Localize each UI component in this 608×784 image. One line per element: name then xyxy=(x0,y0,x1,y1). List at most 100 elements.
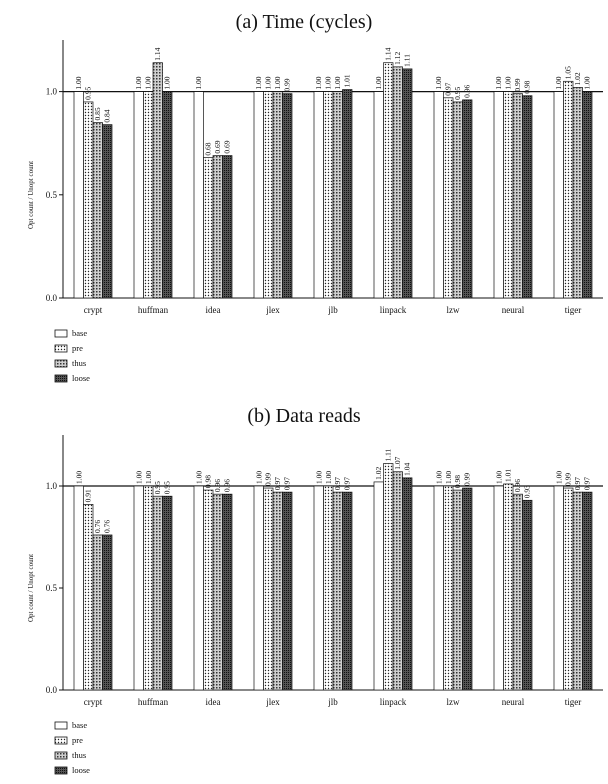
bar-jlex-base xyxy=(253,485,264,691)
data-label: 0.97 xyxy=(573,477,582,490)
data-label: 0.85 xyxy=(93,107,102,120)
data-label: 1.00 xyxy=(194,471,203,484)
x-tick-label: crypt xyxy=(84,697,103,707)
bar-crypt-loose xyxy=(102,124,113,299)
data-label: 1.11 xyxy=(384,448,393,461)
bar-crypt-pre xyxy=(83,101,94,299)
bar-tiger-base xyxy=(553,485,564,691)
bar-lzw-thus xyxy=(452,101,463,299)
data-label: 1.05 xyxy=(564,66,573,79)
data-label: 0.69 xyxy=(213,140,222,153)
bar-tiger-pre xyxy=(563,487,574,691)
bar-crypt-loose xyxy=(102,534,113,691)
data-label: 0.97 xyxy=(343,477,352,490)
bar-jlb-thus xyxy=(332,491,343,691)
data-label: 0.91 xyxy=(84,489,93,502)
bar-idea-pre xyxy=(203,489,214,691)
bar-jlex-thus xyxy=(272,491,283,691)
data-label: 0.69 xyxy=(223,140,232,153)
data-label: 1.00 xyxy=(434,76,443,89)
data-label: 0.99 xyxy=(283,78,292,91)
legend-swatch-thus xyxy=(54,751,68,760)
panel-time: (a) Time (cycles) Opt count / Unopt coun… xyxy=(27,11,603,383)
data-label: 0.99 xyxy=(463,473,472,486)
x-tick-label: neural xyxy=(502,305,525,315)
panel-data-reads: (b) Data reads Opt count / Unopt count 0… xyxy=(27,405,603,775)
data-label: 1.00 xyxy=(254,471,263,484)
data-label: 1.00 xyxy=(74,471,83,484)
data-label: 1.00 xyxy=(583,76,592,89)
x-tick-label: huffman xyxy=(138,305,169,315)
legend: base pre thus loose xyxy=(54,328,90,383)
data-label: 0.97 xyxy=(273,477,282,490)
data-label: 1.00 xyxy=(494,76,503,89)
data-label: 0.68 xyxy=(204,142,213,155)
data-label: 1.00 xyxy=(554,76,563,89)
bar-huffman-base xyxy=(133,91,144,299)
data-label: 0.97 xyxy=(583,477,592,490)
legend-label-base: base xyxy=(72,720,87,730)
data-label: 0.95 xyxy=(153,481,162,494)
data-label: 1.00 xyxy=(144,471,153,484)
bar-neural-loose xyxy=(522,499,533,691)
bar-huffman-base xyxy=(133,485,144,691)
data-label: 0.96 xyxy=(513,479,522,492)
y-tick-label: 0.5 xyxy=(46,190,58,200)
legend-swatch-pre xyxy=(54,344,68,353)
bar-neural-thus xyxy=(512,93,523,299)
bar-huffman-pre xyxy=(143,91,154,299)
x-tick-label: huffman xyxy=(138,697,169,707)
y-axis-label: Opt count / Unopt count xyxy=(27,554,35,622)
x-tick-label: linpack xyxy=(380,697,407,707)
legend-label-pre: pre xyxy=(72,343,83,353)
bar-crypt-base xyxy=(73,91,84,299)
y-tick-label: 0.0 xyxy=(46,293,58,303)
bar-linpack-base xyxy=(373,91,384,299)
bar-huffman-loose xyxy=(162,91,173,299)
data-label: 1.14 xyxy=(153,47,162,60)
legend-swatch-base xyxy=(54,721,68,730)
data-label: 1.07 xyxy=(393,456,402,469)
bar-lzw-loose xyxy=(462,99,473,299)
bar-jlex-pre xyxy=(263,91,274,299)
data-label: 0.97 xyxy=(333,477,342,490)
legend-label-loose: loose xyxy=(72,765,90,775)
bar-idea-loose xyxy=(222,493,233,691)
data-label: 0.76 xyxy=(103,520,112,533)
chart-title: (b) Data reads xyxy=(247,405,360,427)
data-label: 1.00 xyxy=(444,471,453,484)
data-label: 1.00 xyxy=(134,76,143,89)
bar-tiger-thus xyxy=(572,491,583,691)
bar-huffman-pre xyxy=(143,485,154,691)
x-tick-label: idea xyxy=(206,305,221,315)
bar-linpack-base xyxy=(373,481,384,691)
bar-neural-pre xyxy=(503,91,514,299)
bar-jlex-thus xyxy=(272,91,283,299)
legend-label-pre: pre xyxy=(72,735,83,745)
legend-swatch-base xyxy=(54,329,68,338)
bar-jlex-loose xyxy=(282,491,293,691)
data-label: 0.97 xyxy=(444,82,453,95)
x-tick-label: jlex xyxy=(265,305,280,315)
bar-lzw-base xyxy=(433,485,444,691)
data-label: 1.00 xyxy=(314,76,323,89)
legend-swatch-thus xyxy=(54,359,68,368)
bar-jlb-pre xyxy=(323,485,334,691)
bar-neural-pre xyxy=(503,483,514,691)
data-label: 0.96 xyxy=(463,84,472,97)
y-tick-label: 1.0 xyxy=(46,87,58,97)
data-label: 0.76 xyxy=(93,520,102,533)
bar-tiger-pre xyxy=(563,80,574,299)
bar-jlb-thus xyxy=(332,91,343,299)
bar-neural-loose xyxy=(522,95,533,299)
data-label: 1.12 xyxy=(393,51,402,64)
bar-jlex-pre xyxy=(263,487,274,691)
data-label: 0.99 xyxy=(564,473,573,486)
legend: base pre thus loose xyxy=(54,720,90,775)
y-tick-label: 0.5 xyxy=(46,583,58,593)
data-label: 0.99 xyxy=(513,78,522,91)
data-label: 1.00 xyxy=(324,471,333,484)
data-label: 1.00 xyxy=(494,471,503,484)
